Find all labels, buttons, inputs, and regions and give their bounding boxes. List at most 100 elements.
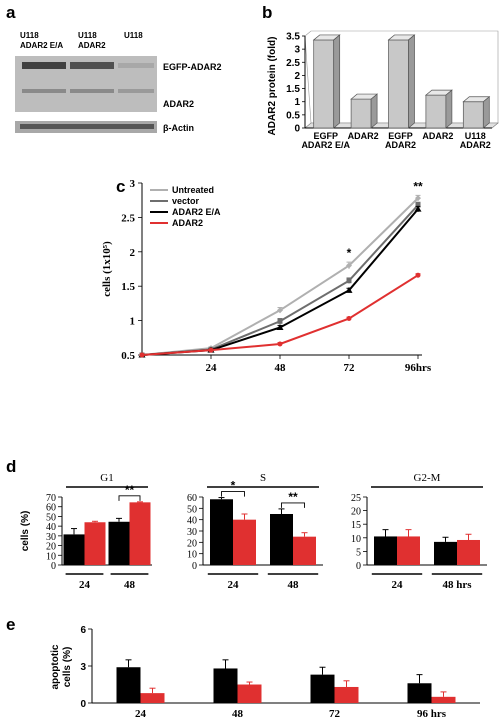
chart-d-s-significance-bracket bbox=[221, 491, 245, 497]
chart-d-s-ytick-label: 20 bbox=[187, 538, 197, 549]
chart-d-g1-ytick-label: 60 bbox=[46, 503, 56, 514]
chart-b-ytick-label: 3.5 bbox=[286, 32, 300, 43]
chart-e-bar bbox=[310, 674, 335, 703]
chart-e-xtick-label: 96 hrs bbox=[417, 708, 447, 720]
chart-c-ytick-label: 2.5 bbox=[121, 212, 135, 224]
chart-b-bar-side bbox=[408, 34, 415, 129]
chart-e-xtick-label: 72 bbox=[329, 708, 341, 720]
chart-c-xtick-label: 72 bbox=[344, 362, 356, 374]
chart-e-ytick-label: 3 bbox=[80, 662, 86, 673]
chart-b-backwall bbox=[304, 30, 499, 124]
chart-e-bar bbox=[431, 696, 456, 703]
band-egfp-lane1 bbox=[22, 62, 66, 69]
chart-d-g1-xtick-label: 48 bbox=[124, 579, 136, 591]
chart-c-xtick-label: 96hrs bbox=[405, 362, 432, 374]
chart-b-bar-side bbox=[445, 89, 453, 129]
chart-d-s-ytick-label: 50 bbox=[187, 504, 197, 515]
chart-d-s-bar bbox=[233, 519, 256, 565]
chart-e-xtick-label: 48 bbox=[232, 708, 244, 720]
chart-b-xtick-label: ADAR2 E/A bbox=[301, 140, 350, 150]
chart-b-xtick-label: ADAR2 bbox=[348, 131, 379, 141]
chart-d-g2m-ytick-label: 20 bbox=[351, 507, 361, 518]
chart-b-ytick-label: 2.5 bbox=[286, 58, 300, 69]
chart-e-bar bbox=[334, 686, 359, 703]
chart-d-g1-bar bbox=[129, 502, 151, 565]
chart-c-ytick-label: 1 bbox=[130, 316, 136, 328]
chart-d-g1-bar bbox=[108, 521, 130, 565]
western-blot: U118 ADAR2 E/A U118 ADAR2 U118 EGFP-ADAR… bbox=[15, 31, 222, 133]
chart-c-point bbox=[139, 352, 145, 358]
chart-d-g2m-bar bbox=[434, 541, 457, 565]
chart-d-s-ytick-label: 10 bbox=[187, 550, 197, 561]
chart-d-s-xtick-label: 48 bbox=[288, 579, 300, 591]
chart-b-xtick-label: ADAR2 bbox=[460, 140, 491, 150]
chart-d-s-ytick-label: 0 bbox=[192, 561, 197, 572]
chart-d-s-significance: ** bbox=[288, 490, 298, 504]
chart-c-series-line bbox=[141, 208, 419, 356]
panel-label-e: e bbox=[6, 615, 15, 634]
chart-d-s-ytick-label: 40 bbox=[187, 516, 197, 527]
chart-b-ytick-label: 0 bbox=[294, 124, 300, 135]
chart-d-s-significance: * bbox=[231, 479, 236, 493]
chart-d-g1-ytick-label: 70 bbox=[46, 493, 56, 504]
chart-c: 0.5 1 1.5 2 2.5 3 24 48 72 96hrs cells (1x10⁵) Untr… bbox=[101, 178, 432, 374]
chart-e-bar bbox=[213, 668, 238, 703]
chart-d-s-significance-bracket bbox=[281, 502, 305, 508]
chart-b-xtick-label: EGFP bbox=[388, 131, 413, 141]
band-egfp-lane2 bbox=[70, 62, 114, 69]
chart-b-bar bbox=[462, 101, 484, 129]
chart-c-ytick-label: 0.5 bbox=[121, 350, 135, 362]
chart-b-ytick-label: 3 bbox=[294, 45, 300, 56]
chart-d-s-title: S bbox=[260, 472, 266, 484]
chart-d-g2m-xtick-label: 24 bbox=[392, 579, 404, 591]
lane-label-3a: U118 bbox=[124, 31, 143, 40]
chart-b-ytick-label: 1.5 bbox=[286, 84, 300, 95]
chart-d-g2m-title: G2-M bbox=[414, 472, 441, 484]
chart-c-significance: * bbox=[347, 246, 352, 260]
lane-label-1a: U118 bbox=[20, 31, 39, 40]
chart-c-point bbox=[415, 195, 421, 202]
chart-e-xtick-label: 24 bbox=[135, 708, 147, 720]
chart-c-point bbox=[277, 307, 283, 314]
chart-c-ytick-label: 3 bbox=[130, 178, 136, 190]
chart-e-bar bbox=[140, 693, 165, 703]
chart-c-ytick-label: 2 bbox=[130, 247, 136, 259]
chart-c-legend-label: vector bbox=[172, 196, 200, 206]
chart-d-g1-ytick-label: 10 bbox=[46, 551, 56, 562]
band-egfp-lane3 bbox=[118, 63, 154, 68]
panel-label-c: c bbox=[116, 177, 125, 196]
chart-b-bar bbox=[313, 39, 335, 129]
chart-c-point bbox=[346, 316, 352, 322]
chart-d-s-bar bbox=[210, 499, 233, 565]
chart-e-ytick-label: 0 bbox=[80, 699, 86, 710]
chart-d-g2m-ytick-label: 10 bbox=[351, 534, 361, 545]
panel-label-b: b bbox=[262, 3, 272, 22]
chart-b-bar bbox=[388, 39, 409, 129]
lane-label-2a: U118 bbox=[78, 31, 97, 40]
chart-b-bar-side bbox=[333, 34, 341, 129]
chart-d-g1-ytick-label: 30 bbox=[46, 532, 56, 543]
chart-d-g2m-bar bbox=[457, 539, 480, 565]
chart-e-ylabel-line2: cells (%) bbox=[62, 647, 73, 688]
chart-d-g2m-ytick-label: 0 bbox=[356, 561, 361, 572]
chart-c-point bbox=[415, 272, 421, 278]
chart-b-bar bbox=[425, 94, 447, 129]
panel-label-d: d bbox=[6, 457, 16, 476]
chart-e-ylabel-line1: apoptotic bbox=[50, 644, 61, 689]
lane-label-2b: ADAR2 bbox=[78, 41, 106, 50]
chart-d-g2m-ytick-label: 25 bbox=[351, 493, 361, 504]
chart-d-s-ytick-label: 60 bbox=[187, 493, 197, 504]
chart-c-xtick-label: 48 bbox=[275, 362, 287, 374]
band-actin bbox=[20, 124, 154, 129]
chart-b-ytick-label: 0.5 bbox=[286, 110, 300, 121]
chart-c-point bbox=[276, 323, 284, 330]
chart-d-g1-xtick-label: 24 bbox=[79, 579, 91, 591]
chart-d-s-ytick-label: 30 bbox=[187, 527, 197, 538]
chart-d-s-bar bbox=[293, 536, 316, 565]
chart-b-xtick-label: U118 bbox=[465, 131, 486, 141]
chart-d-g1-bar bbox=[84, 522, 106, 565]
chart-c-xtick-label: 24 bbox=[206, 362, 218, 374]
band-label-egfp: EGFP-ADAR2 bbox=[163, 62, 222, 72]
